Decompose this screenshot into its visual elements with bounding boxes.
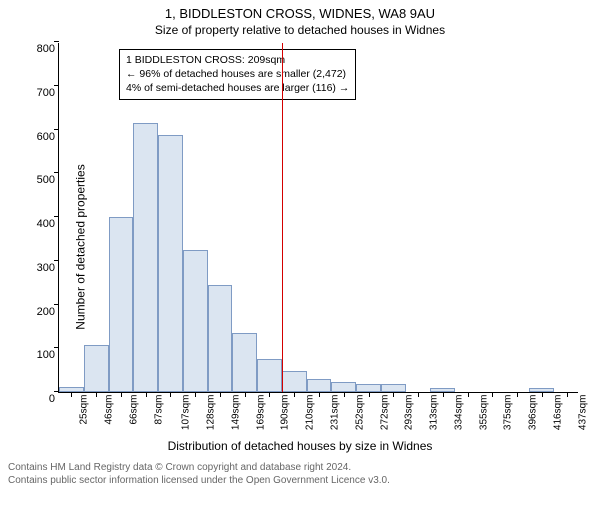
x-tick-label: 231sqm <box>329 395 340 431</box>
x-tick-label: 149sqm <box>230 395 241 431</box>
x-tick-mark <box>542 392 543 397</box>
x-tick-mark <box>71 392 72 397</box>
reference-line <box>282 43 283 392</box>
y-tick-label: 100 <box>21 349 55 361</box>
annotation-line: 4% of semi-detached houses are larger (1… <box>126 81 349 95</box>
x-tick-mark <box>369 392 370 397</box>
x-tick-mark <box>294 392 295 397</box>
y-tick-mark <box>54 85 59 86</box>
x-tick-mark <box>492 392 493 397</box>
x-tick-mark <box>393 392 394 397</box>
x-tick-label: 375sqm <box>503 395 514 431</box>
x-tick-mark <box>146 392 147 397</box>
annotation-line: ← 96% of detached houses are smaller (2,… <box>126 67 349 81</box>
x-tick-mark <box>245 392 246 397</box>
histogram-bar <box>331 382 356 393</box>
histogram-bar <box>282 371 307 392</box>
x-axis-label: Distribution of detached houses by size … <box>0 439 600 453</box>
x-tick-label: 416sqm <box>552 395 563 431</box>
x-tick-label: 437sqm <box>577 395 588 431</box>
x-tick-label: 46sqm <box>104 395 115 425</box>
x-tick-label: 87sqm <box>153 395 164 425</box>
annotation-box: 1 BIDDLESTON CROSS: 209sqm ← 96% of deta… <box>119 49 356 100</box>
x-tick-label: 313sqm <box>428 395 439 431</box>
x-tick-mark <box>443 392 444 397</box>
x-tick-mark <box>344 392 345 397</box>
histogram-bar <box>208 285 233 392</box>
x-tick-label: 210sqm <box>305 395 316 431</box>
chart-subtitle: Size of property relative to detached ho… <box>0 23 600 37</box>
plot-area: 1 BIDDLESTON CROSS: 209sqm ← 96% of deta… <box>58 43 578 393</box>
y-tick-label: 500 <box>21 174 55 186</box>
x-tick-label: 396sqm <box>527 395 538 431</box>
x-tick-mark <box>468 392 469 397</box>
y-tick-label: 600 <box>21 131 55 143</box>
x-tick-label: 169sqm <box>255 395 266 431</box>
histogram-bar <box>307 379 332 392</box>
y-tick-label: 300 <box>21 262 55 274</box>
x-tick-mark <box>418 392 419 397</box>
y-tick-label: 800 <box>21 43 55 55</box>
x-tick-mark <box>517 392 518 397</box>
y-tick-mark <box>54 129 59 130</box>
y-tick-label: 200 <box>21 306 55 318</box>
x-tick-mark <box>121 392 122 397</box>
histogram-bar <box>183 250 208 392</box>
histogram-bar <box>109 217 134 392</box>
y-tick-mark <box>54 216 59 217</box>
x-tick-label: 334sqm <box>453 395 464 431</box>
y-tick-mark <box>54 41 59 42</box>
x-tick-mark <box>319 392 320 397</box>
histogram-bar <box>381 384 406 392</box>
histogram-bar <box>356 384 381 392</box>
chart-container: Number of detached properties 1 BIDDLEST… <box>0 37 600 457</box>
annotation-line: 1 BIDDLESTON CROSS: 209sqm <box>126 53 349 67</box>
x-tick-mark <box>220 392 221 397</box>
x-tick-label: 25sqm <box>79 395 90 425</box>
histogram-bar <box>158 135 183 392</box>
y-tick-mark <box>54 304 59 305</box>
x-tick-label: 293sqm <box>404 395 415 431</box>
histogram-bar <box>232 333 257 392</box>
x-tick-label: 190sqm <box>280 395 291 431</box>
histogram-bar <box>84 345 109 392</box>
x-tick-label: 66sqm <box>128 395 139 425</box>
x-tick-label: 355sqm <box>478 395 489 431</box>
y-tick-mark <box>54 347 59 348</box>
x-tick-mark <box>195 392 196 397</box>
x-tick-mark <box>269 392 270 397</box>
x-tick-label: 272sqm <box>379 395 390 431</box>
histogram-bar <box>257 359 282 392</box>
histogram-bar <box>133 123 158 392</box>
footer-line: Contains HM Land Registry data © Crown c… <box>8 461 592 474</box>
y-tick-mark <box>54 172 59 173</box>
chart-title: 1, BIDDLESTON CROSS, WIDNES, WA8 9AU <box>0 6 600 21</box>
y-tick-label: 700 <box>21 87 55 99</box>
x-tick-mark <box>170 392 171 397</box>
footer-line: Contains public sector information licen… <box>8 474 592 487</box>
x-tick-mark <box>567 392 568 397</box>
x-tick-label: 252sqm <box>354 395 365 431</box>
x-tick-label: 107sqm <box>181 395 192 431</box>
x-tick-mark <box>96 392 97 397</box>
y-tick-label: 400 <box>21 218 55 230</box>
y-tick-mark <box>54 260 59 261</box>
footer: Contains HM Land Registry data © Crown c… <box>0 457 600 487</box>
y-tick-label: 0 <box>21 393 55 405</box>
x-tick-label: 128sqm <box>205 395 216 431</box>
